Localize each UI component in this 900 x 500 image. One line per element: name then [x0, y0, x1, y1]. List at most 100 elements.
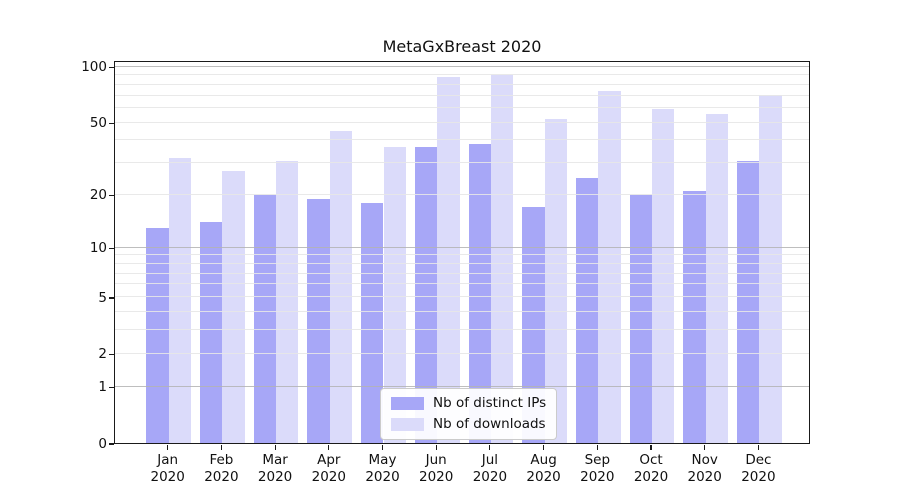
bar-downloads-nov: [705, 113, 729, 443]
bar-distinct-ips-jun: [414, 146, 438, 443]
x-tick-month: Oct: [639, 452, 663, 468]
y-tick-mark-5: [108, 297, 114, 299]
bar-distinct-ips-apr: [307, 198, 330, 443]
x-tick-label-aug: Aug 2020: [512, 452, 576, 486]
x-tick-month: Nov: [691, 452, 718, 468]
gridline-major-100: [115, 65, 809, 67]
bar-distinct-ips-dec: [737, 160, 760, 443]
bar-distinct-ips-jan: [146, 227, 169, 443]
gridline-minor-60: [115, 107, 809, 108]
legend-entry-downloads: Nb of downloads: [391, 417, 546, 431]
x-tick-label-may: May 2020: [351, 452, 415, 486]
bar-distinct-ips-feb: [200, 222, 223, 443]
x-tick-month: May: [368, 452, 397, 468]
x-tick-label-jun: Jun 2020: [404, 452, 468, 486]
bar-downloads-aug: [544, 119, 567, 443]
gridline-minor-90: [115, 74, 809, 76]
gridline-minor-5: [115, 296, 809, 297]
bar-distinct-ips-sep: [575, 177, 599, 443]
x-tick-mark-sep: [596, 445, 598, 450]
x-tick-year: 2020: [633, 469, 669, 485]
y-tick-label-100: 100: [81, 59, 107, 76]
x-tick-year: 2020: [741, 469, 776, 485]
legend: Nb of distinct IPs Nb of downloads: [380, 388, 558, 440]
gridline-minor-70: [115, 94, 809, 96]
x-tick-month: Dec: [745, 452, 772, 468]
x-tick-label-dec: Dec 2020: [726, 452, 790, 486]
bar-distinct-ips-nov: [683, 191, 706, 443]
gridline-major-10: [115, 246, 809, 248]
y-tick-label-50: 50: [89, 115, 107, 132]
y-tick-mark-100: [108, 67, 114, 69]
gridline-minor-40: [115, 139, 809, 141]
x-tick-year: 2020: [150, 469, 185, 485]
chart-title: MetaGxBreast 2020: [382, 37, 542, 56]
x-tick-label-oct: Oct 2020: [619, 452, 683, 486]
bar-distinct-ips-mar: [253, 194, 277, 443]
x-tick-label-apr: Apr 2020: [297, 452, 361, 486]
gridline-minor-7: [115, 272, 809, 274]
x-tick-label-jan: Jan 2020: [136, 452, 200, 486]
bar-downloads-jun: [437, 77, 460, 443]
x-tick-year: 2020: [419, 469, 454, 485]
x-tick-mark-aug: [543, 445, 545, 450]
x-tick-month: Apr: [317, 452, 341, 468]
x-tick-mark-jul: [489, 445, 491, 450]
legend-label-downloads: Nb of downloads: [433, 416, 546, 432]
bar-downloads-feb: [222, 171, 245, 443]
x-tick-year: 2020: [526, 469, 561, 485]
x-tick-label-nov: Nov 2020: [673, 452, 737, 486]
gridline-minor-2: [115, 352, 809, 354]
y-tick-label-5: 5: [98, 289, 107, 306]
bar-downloads-dec: [759, 94, 782, 443]
x-tick-month: Sep: [584, 452, 611, 468]
bar-downloads-apr: [329, 131, 353, 443]
legend-entry-distinct-ips: Nb of distinct IPs: [391, 396, 546, 410]
y-tick-label-1: 1: [98, 379, 107, 395]
bar-downloads-jul: [490, 75, 514, 443]
x-tick-year: 2020: [257, 469, 293, 485]
y-tick-label-20: 20: [89, 187, 107, 204]
x-tick-mark-nov: [704, 445, 706, 450]
bar-downloads-sep: [598, 91, 621, 443]
y-tick-mark-50: [108, 123, 114, 125]
x-tick-month: Jan: [157, 452, 179, 468]
x-tick-mark-jun: [435, 445, 437, 450]
y-tick-mark-1: [108, 386, 114, 389]
x-tick-year: 2020: [365, 469, 400, 485]
bar-distinct-ips-aug: [522, 207, 545, 443]
bar-downloads-mar: [276, 160, 299, 443]
gridline-major-1: [115, 385, 809, 387]
y-tick-label-10: 10: [89, 240, 107, 257]
x-tick-mark-dec: [757, 445, 759, 450]
bar-downloads-jan: [168, 158, 192, 443]
bar-distinct-ips-jul: [468, 144, 491, 443]
x-tick-mark-oct: [650, 445, 652, 450]
x-tick-mark-apr: [328, 445, 330, 450]
x-tick-month: Jul: [481, 452, 499, 468]
x-tick-year: 2020: [204, 469, 239, 485]
gridline-minor-3: [115, 329, 809, 330]
bar-distinct-ips-oct: [629, 194, 652, 443]
gridline-minor-9: [115, 254, 809, 256]
x-tick-mark-feb: [220, 445, 222, 450]
x-tick-month: Mar: [262, 452, 288, 468]
legend-label-distinct-ips: Nb of distinct IPs: [433, 395, 547, 411]
y-tick-label-0: 0: [98, 435, 107, 452]
legend-swatch-downloads: [391, 417, 424, 431]
bar-downloads-may: [383, 146, 406, 443]
y-tick-mark-10: [108, 248, 114, 250]
gridline-minor-30: [115, 162, 809, 164]
legend-swatch-distinct-ips: [391, 396, 424, 410]
x-tick-label-jul: Jul 2020: [458, 452, 522, 486]
y-tick-mark-20: [108, 195, 114, 197]
x-tick-year: 2020: [580, 469, 615, 485]
x-tick-year: 2020: [687, 469, 722, 485]
gridline-minor-50: [115, 121, 809, 123]
x-tick-mark-jan: [167, 445, 169, 450]
y-tick-mark-0: [108, 443, 114, 445]
x-tick-mark-mar: [274, 445, 276, 450]
gridline-minor-20: [115, 193, 809, 195]
bar-downloads-oct: [652, 109, 675, 443]
